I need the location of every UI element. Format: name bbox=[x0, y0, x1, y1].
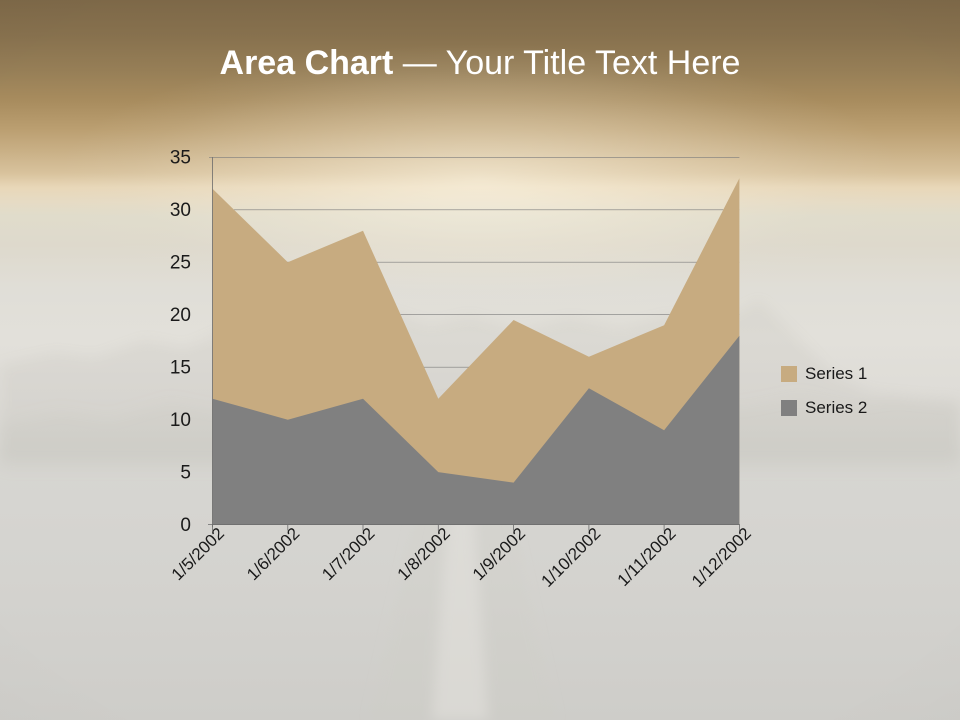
svg-text:25: 25 bbox=[170, 253, 191, 274]
svg-text:1/10/2002: 1/10/2002 bbox=[538, 524, 605, 591]
svg-text:1/8/2002: 1/8/2002 bbox=[394, 524, 454, 584]
svg-text:10: 10 bbox=[170, 410, 191, 431]
svg-text:15: 15 bbox=[170, 358, 191, 379]
svg-text:20: 20 bbox=[170, 305, 191, 326]
svg-text:1/9/2002: 1/9/2002 bbox=[469, 524, 529, 584]
svg-text:1/5/2002: 1/5/2002 bbox=[168, 524, 228, 584]
svg-text:5: 5 bbox=[180, 462, 191, 483]
svg-text:35: 35 bbox=[170, 148, 191, 169]
svg-text:1/12/2002: 1/12/2002 bbox=[688, 524, 755, 591]
svg-text:1/6/2002: 1/6/2002 bbox=[243, 524, 303, 584]
svg-text:1/7/2002: 1/7/2002 bbox=[318, 524, 378, 584]
svg-text:1/11/2002: 1/11/2002 bbox=[614, 524, 680, 590]
svg-text:30: 30 bbox=[170, 200, 191, 221]
svg-text:0: 0 bbox=[180, 515, 191, 536]
